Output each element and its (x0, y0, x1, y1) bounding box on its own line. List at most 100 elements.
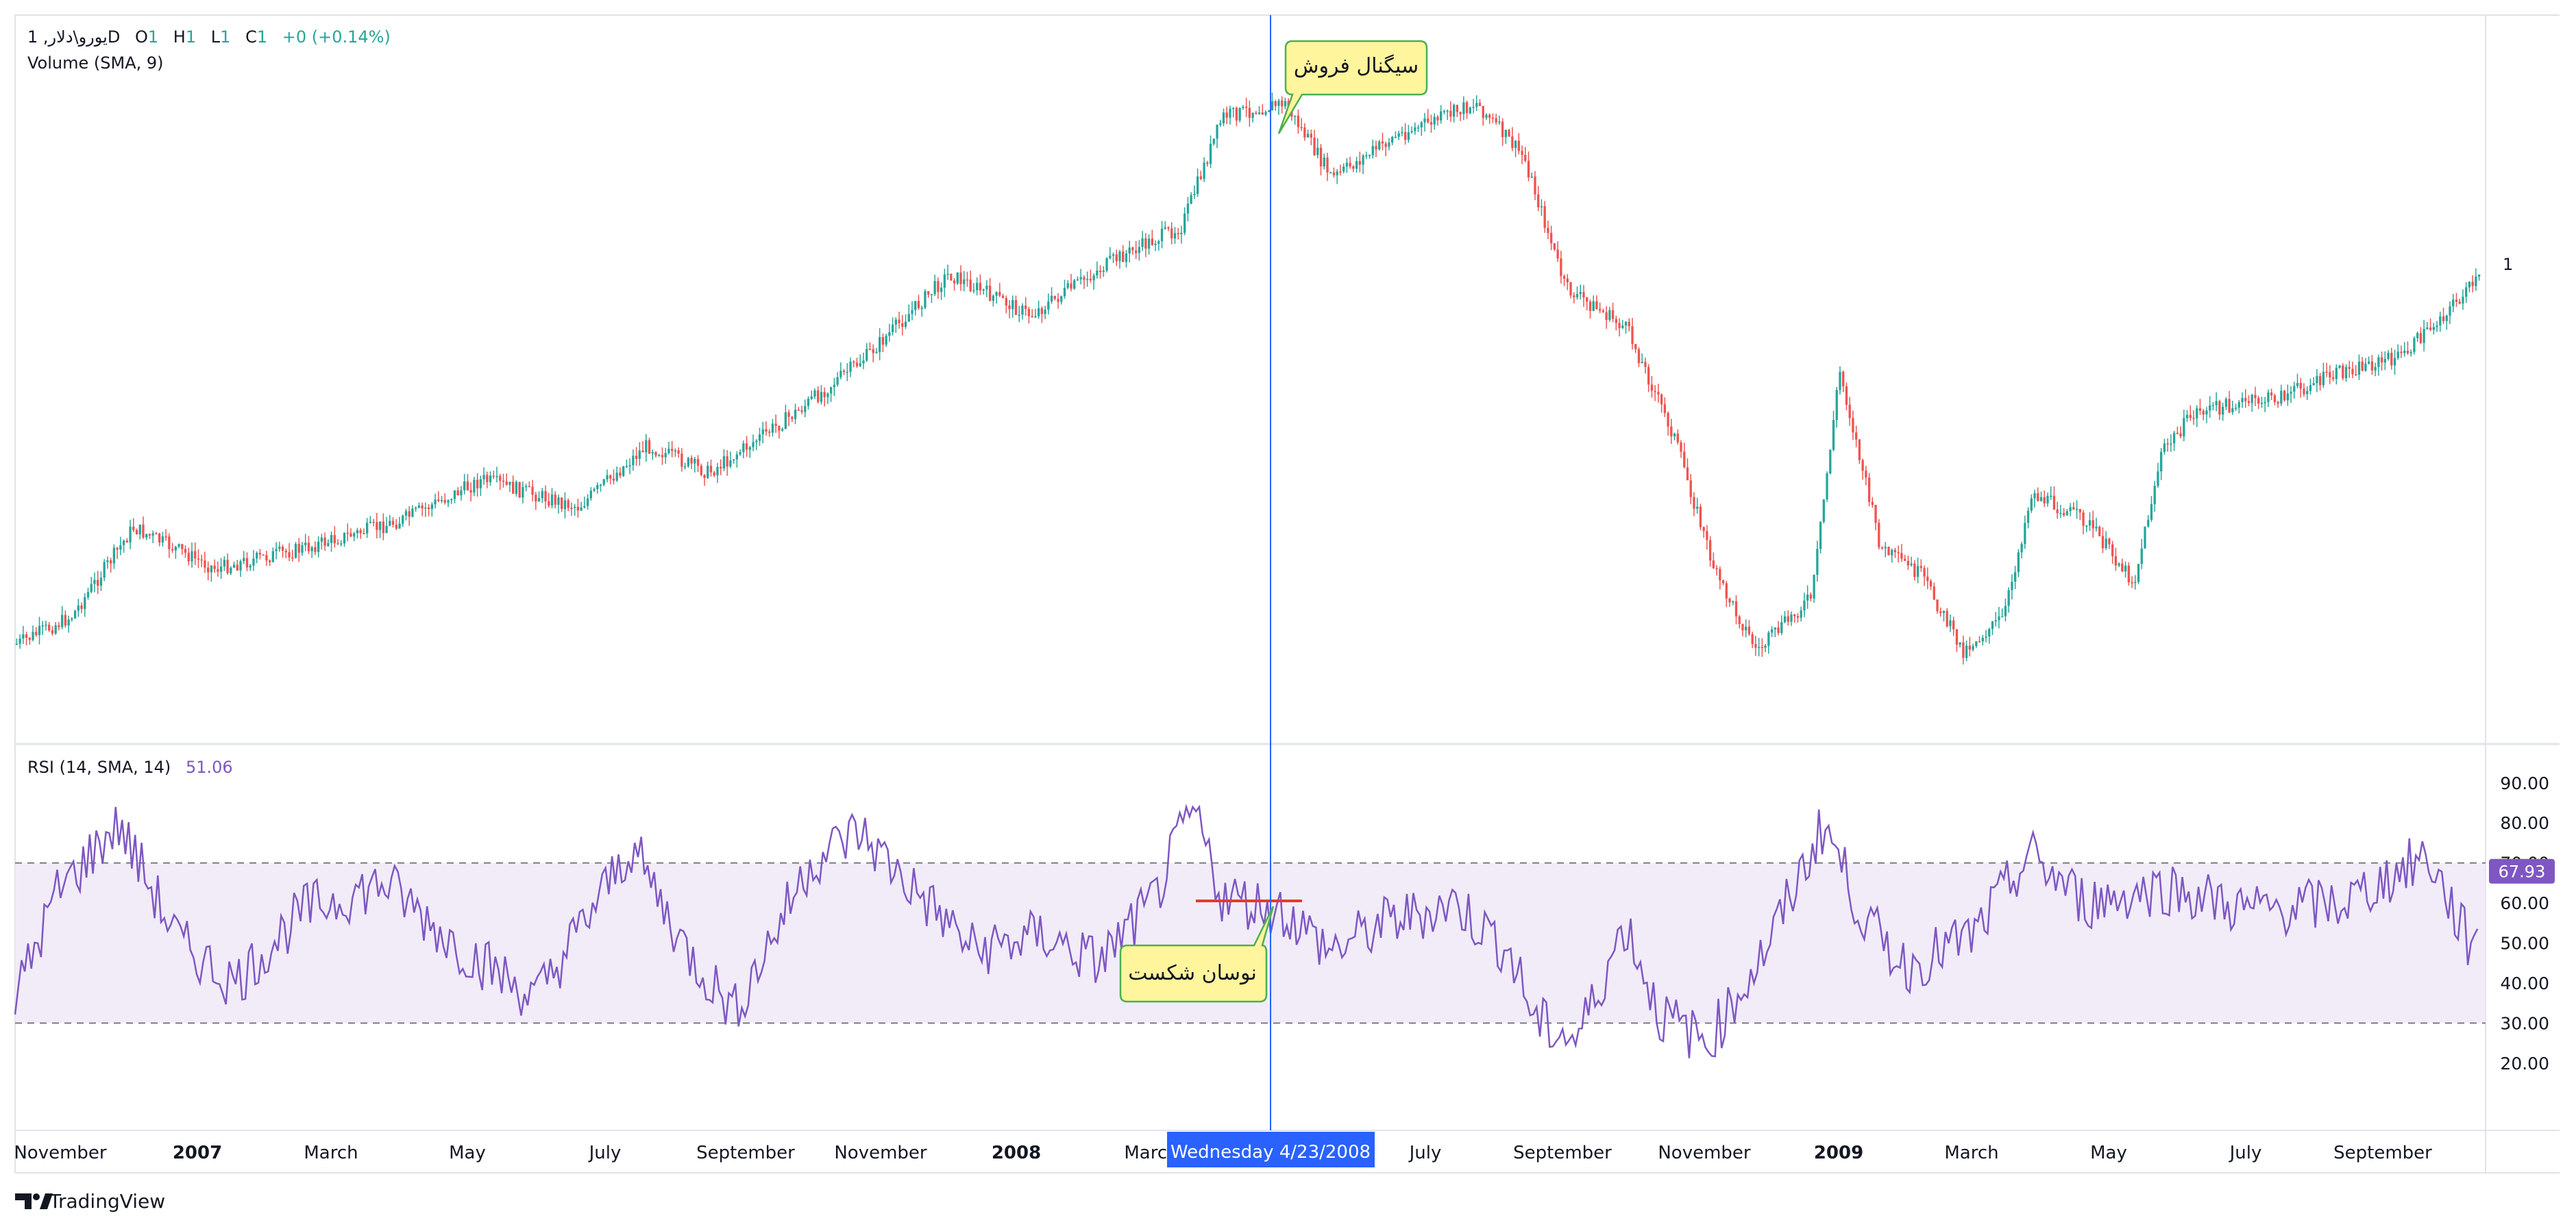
candle-body (191, 551, 193, 562)
candle-body (2322, 371, 2325, 386)
candle-body (1867, 478, 1871, 502)
symbol-legend[interactable]: یورو\دلار, 1D O1 H1 L1 C1 +0 (+0.14%) Vo… (27, 27, 391, 73)
tradingview-logo[interactable]: TradingView (15, 1190, 165, 1213)
candle-body (2176, 432, 2179, 434)
candle-body (1534, 176, 1536, 195)
price-pane[interactable] (15, 15, 2486, 743)
candle-body (2293, 386, 2296, 392)
candle-body (440, 499, 443, 501)
candle-body (275, 549, 278, 551)
candle-body (635, 456, 638, 459)
candle-body (2075, 509, 2078, 510)
candle-body (1319, 147, 1323, 166)
candle-body (356, 530, 359, 534)
candle-body (1865, 471, 1867, 478)
candle-body (1508, 129, 1510, 137)
candle-body (1906, 560, 1910, 566)
candle-body (1420, 122, 1423, 127)
candle-body (469, 490, 472, 493)
candle-body (1887, 547, 1890, 556)
time-axis-label: July (1408, 1143, 1442, 1163)
candle-body (359, 530, 362, 534)
candle-body (567, 500, 569, 508)
candle-body (583, 506, 586, 508)
candle-body (1206, 162, 1209, 164)
candle-body (894, 319, 897, 325)
candle-body (1965, 645, 1968, 658)
candle-body (593, 488, 596, 491)
candle-body (950, 273, 953, 281)
candle-body (1183, 213, 1186, 233)
candle-body (2065, 511, 2069, 516)
candle-body (2439, 316, 2442, 326)
candle-body (1277, 100, 1280, 106)
candle-body (1242, 106, 1244, 108)
candle-body (1800, 610, 1802, 618)
candle-body (1306, 134, 1310, 138)
candle-body (933, 281, 936, 295)
candle-body (2309, 385, 2312, 391)
candle-body (917, 301, 920, 308)
candle-body (966, 279, 969, 281)
candle-body (1456, 105, 1459, 112)
candle-body (1403, 132, 1407, 140)
candle-body (563, 500, 567, 509)
candle-body (742, 443, 745, 452)
swing-break-callout[interactable]: نوسان شکست (1119, 906, 1275, 1003)
candle-body (1634, 344, 1637, 349)
rsi-line[interactable] (14, 804, 2479, 1058)
candle-body (1708, 540, 1712, 561)
candle-body (492, 475, 495, 477)
candle-body (99, 578, 103, 586)
candle-body (609, 475, 612, 479)
candle-body (544, 491, 547, 501)
candle-body (456, 490, 459, 496)
candle-body (2393, 358, 2396, 366)
candle-body (891, 324, 894, 332)
candle-body (804, 406, 807, 412)
candle-body (427, 507, 430, 510)
sell-signal-callout[interactable]: سیگنال فروش (1277, 40, 1428, 134)
candle-body (32, 632, 34, 640)
candle-body (1978, 641, 1981, 643)
candle-body (1910, 563, 1913, 566)
candle-body (2198, 408, 2202, 411)
candle-body (1537, 194, 1540, 208)
rsi-legend[interactable]: RSI (14, SMA, 14) 51.06 (27, 758, 233, 777)
candle-body (1573, 295, 1575, 297)
candle-body (2306, 391, 2309, 395)
candle-body (1751, 634, 1754, 645)
candle-body (2095, 526, 2098, 529)
candle-body (294, 543, 297, 558)
candle-body (1547, 227, 1549, 234)
candle-body (554, 494, 556, 505)
candle-body (943, 274, 946, 288)
price-candles[interactable] (15, 92, 2481, 665)
candle-body (1845, 386, 1848, 405)
candle-body (1878, 523, 1880, 547)
candle-body (2085, 525, 2088, 527)
volume-legend[interactable]: Volume (SMA, 9) (27, 53, 164, 73)
symbol-name[interactable]: یورو\دلار, 1D (27, 27, 120, 47)
candle-body (1141, 238, 1144, 247)
candle-body (25, 634, 28, 638)
candle-body (2030, 498, 2033, 511)
candle-body (1452, 105, 1456, 117)
candle-body (1115, 254, 1118, 262)
candle-body (58, 625, 60, 628)
candle-body (836, 377, 839, 385)
candle-body (855, 362, 859, 367)
candle-body (1566, 278, 1569, 283)
time-axis[interactable]: November 2007 March May July September Novembe… (14, 1143, 2432, 1163)
candle-body (2026, 510, 2030, 523)
candle-body (2374, 367, 2377, 371)
candle-body (992, 295, 995, 301)
candle-body (937, 281, 940, 293)
candle-body (823, 392, 826, 397)
candle-body (2342, 365, 2344, 379)
svg-text:RSI (14, SMA, 14) 51.06: RSI (14, SMA, 14) 51.06 (27, 758, 233, 777)
candle-body (1582, 292, 1585, 298)
candle-body (119, 545, 122, 550)
